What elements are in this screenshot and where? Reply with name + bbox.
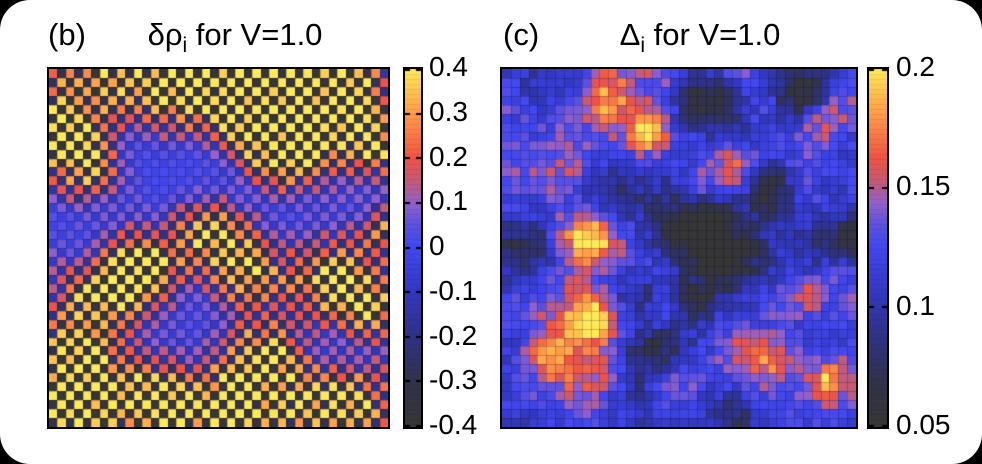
colorbar-tick-label: 0.15 — [896, 170, 951, 202]
colorbar-c-ticklabels: 0.2 0.15 0.1 0.05 — [896, 53, 976, 439]
colorbar-tick-label: 0.4 — [429, 51, 468, 82]
colorbar-tick-label: -0.4 — [429, 409, 478, 440]
colorbar-tick-label: 0.2 — [429, 140, 468, 172]
colorbar-tick-label: 0.3 — [429, 95, 468, 127]
colorbar-c-canvas — [867, 67, 889, 429]
heatmap-b-canvas — [47, 67, 390, 429]
panel-c-title-rest: for V=1.0 — [645, 17, 781, 52]
colorbar-tick-label: 0.1 — [429, 185, 468, 217]
panel-c-title-subscript: i — [640, 34, 646, 58]
colorbar-b-canvas — [403, 67, 423, 429]
panel-c-label: (c) — [503, 17, 540, 52]
colorbar-tick-label: -0.3 — [429, 364, 478, 396]
colorbar-b-ticklabels: 0.4 0.3 0.2 0.1 0 -0.1 -0.2 -0.3 -0.4 — [429, 53, 509, 439]
panel-b-label: (b) — [48, 17, 86, 52]
panel-c-title-symbol: Δ — [619, 17, 641, 52]
colorbar-tick-label: 0.2 — [896, 51, 935, 82]
panel-b-title-rest: for V=1.0 — [187, 17, 323, 52]
panel-c-title: Δi for V=1.0 — [560, 17, 840, 56]
colorbar-tick-label: -0.2 — [429, 319, 478, 351]
panel-b-title-symbol: δρ — [147, 17, 183, 52]
heatmap-c-canvas — [500, 67, 858, 429]
colorbar-tick-label: -0.1 — [429, 274, 478, 306]
colorbar-tick-label: 0.05 — [896, 409, 951, 440]
panel-b-title-subscript: i — [182, 34, 188, 58]
colorbar-tick-label: 0.1 — [896, 289, 935, 321]
colorbar-tick-label: 0 — [429, 230, 445, 261]
panel-b-title: δρi for V=1.0 — [90, 17, 380, 56]
